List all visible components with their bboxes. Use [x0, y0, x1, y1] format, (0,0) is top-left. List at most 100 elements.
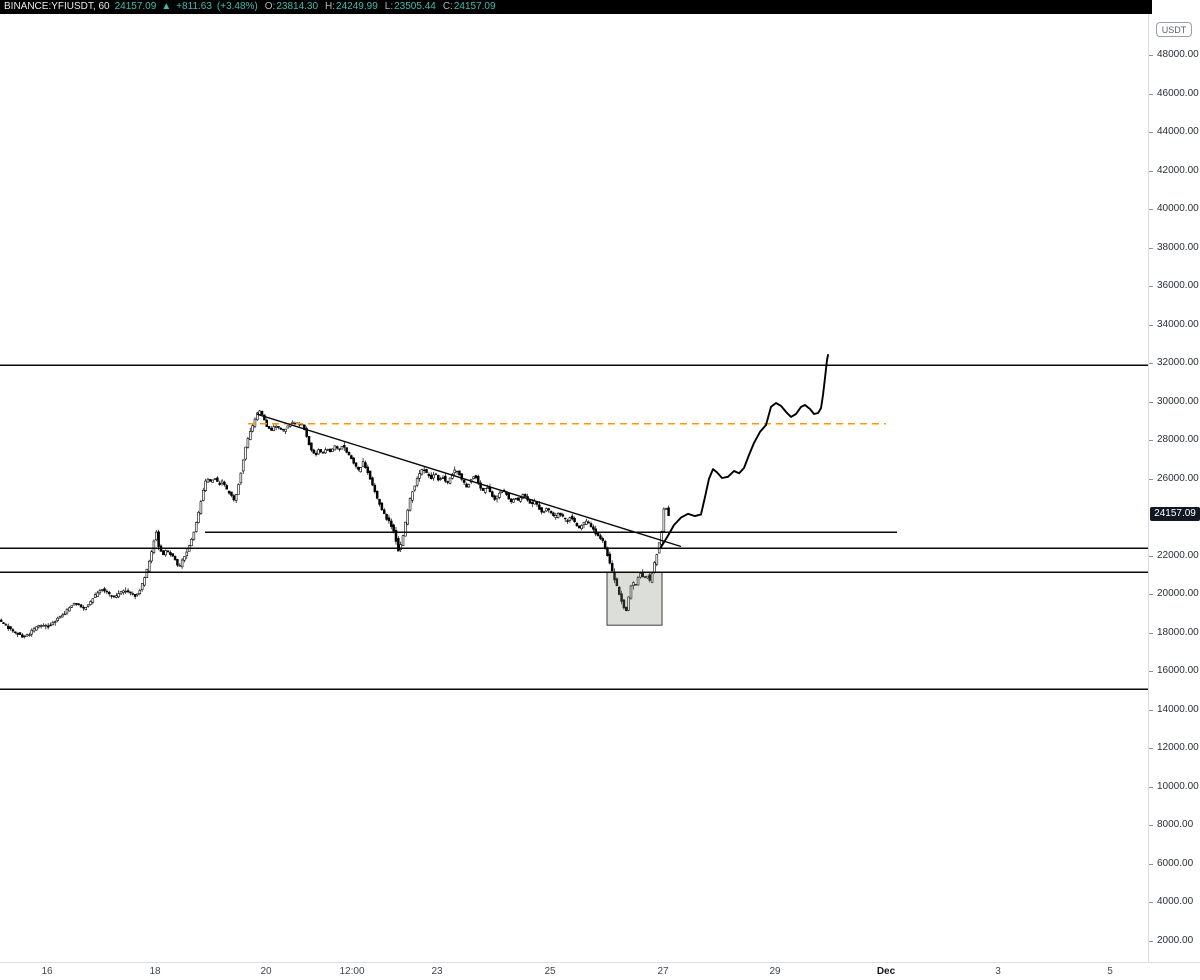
projection-drawing[interactable]: [660, 353, 829, 549]
candle-body: [573, 517, 576, 523]
highlight-box-drawing[interactable]: [606, 571, 663, 626]
chart-legend: BINANCE:YFIUSDT, 60 24157.09 ▲ +811.63 (…: [0, 0, 1152, 14]
candle-body: [664, 508, 668, 510]
candle-body: [171, 553, 174, 557]
candle-body: [627, 596, 630, 611]
candle-body: [601, 538, 605, 541]
candle-body: [610, 563, 614, 572]
currency-unit-button[interactable]: USDT: [1156, 22, 1192, 37]
candle-body: [155, 531, 158, 541]
candle-body: [260, 410, 264, 415]
price-tick-label: 12000.00: [1149, 742, 1200, 754]
candle-body: [516, 497, 520, 501]
close-value: 24157.09: [453, 1, 496, 12]
candle-body: [498, 492, 501, 498]
candle-body: [75, 602, 78, 605]
candle-body: [122, 590, 125, 593]
candle-body: [382, 509, 386, 514]
close-field: C: 24157.09: [443, 0, 496, 14]
price-tick-label: 20000.00: [1149, 588, 1200, 600]
candle-body: [46, 625, 50, 628]
candle-body: [237, 484, 240, 495]
price-tick-label: 18000.00: [1149, 627, 1200, 639]
candle-body: [434, 473, 438, 476]
candle-body: [509, 498, 513, 502]
candle-body: [368, 470, 372, 480]
candle-body: [375, 490, 379, 499]
candle-body: [194, 522, 198, 532]
candle-body: [343, 444, 346, 448]
candlestick-series: [0, 409, 670, 639]
time-axis-label: 20: [260, 966, 272, 977]
candle-body: [617, 586, 621, 595]
candle-body: [216, 477, 219, 482]
candle-body: [11, 629, 15, 632]
price-tick-label: 2000.00: [1149, 935, 1200, 947]
candle-body: [462, 479, 466, 483]
candle-body: [458, 470, 461, 476]
candle-body: [223, 481, 226, 486]
candle-body: [267, 426, 271, 429]
candle-body: [291, 422, 294, 424]
candle-body: [653, 562, 656, 573]
candle-body: [512, 498, 515, 503]
candle-body: [578, 525, 581, 529]
candle-body: [185, 551, 189, 556]
time-axis-label: 27: [657, 966, 669, 977]
candle-body: [61, 614, 64, 618]
candle-body: [650, 573, 654, 583]
candle-body: [547, 508, 550, 511]
candle-body: [366, 466, 370, 474]
candle-body: [399, 544, 402, 550]
time-axis-label: Dec: [876, 966, 896, 977]
price-tick-label: 48000.00: [1149, 49, 1200, 61]
candle-body: [274, 425, 278, 428]
candle-body: [455, 470, 459, 473]
low-label: L:: [384, 1, 394, 12]
candle-body: [312, 449, 315, 454]
candle-body: [448, 477, 452, 484]
descending-trendline[interactable]: [256, 413, 682, 548]
symbol-title[interactable]: BINANCE:YFIUSDT, 60: [4, 1, 110, 12]
candle-body: [585, 520, 588, 525]
candle-body: [150, 551, 153, 562]
candle-body: [625, 606, 628, 611]
candle-body: [413, 485, 417, 491]
candle-body: [244, 446, 247, 460]
price-tick-label: 40000.00: [1149, 203, 1200, 215]
candle-body: [70, 605, 73, 608]
change-arrow-icon: ▲: [161, 1, 172, 12]
price-axis[interactable]: USDT 24157.09 48000.00 46000.00 44000.00 42…: [1148, 0, 1200, 962]
candle-body: [429, 474, 433, 480]
price-tick-label: 42000.00: [1149, 165, 1200, 177]
candle-body: [453, 469, 456, 474]
candle-body: [49, 624, 52, 627]
candle-body: [37, 625, 41, 628]
close-label: C:: [442, 1, 453, 12]
candle-body: [89, 601, 92, 605]
candle-body: [317, 449, 320, 455]
candle-body: [293, 423, 297, 425]
chart-pane[interactable]: [0, 0, 1148, 962]
candle-body: [401, 535, 405, 546]
candle-body: [227, 490, 231, 494]
time-axis[interactable]: 16 18 20 12:00 23 25 27 29 Dec 3 5: [0, 962, 1200, 980]
candle-body: [636, 577, 640, 586]
candle-body: [648, 574, 652, 581]
candle-body: [91, 598, 95, 603]
candle-body: [427, 473, 431, 477]
candle-body: [305, 428, 308, 437]
candle-body: [220, 480, 224, 484]
price-tick-label: 32000.00: [1149, 357, 1200, 369]
candle-body: [422, 469, 426, 471]
candle-body: [110, 595, 113, 597]
candle-body: [326, 449, 330, 451]
candle-body: [72, 603, 76, 606]
candle-body: [392, 524, 395, 532]
candle-body: [432, 474, 435, 479]
candle-body: [232, 495, 236, 501]
candle-body: [176, 559, 179, 566]
candle-body: [51, 622, 55, 626]
candle-body: [476, 475, 480, 484]
